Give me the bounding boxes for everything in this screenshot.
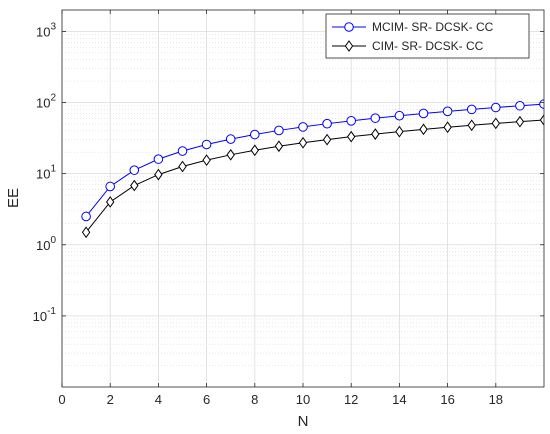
x-tick-labels: 0 2 4 6 8 10 12 14 16 18 [58,392,503,407]
data-point [250,129,260,140]
data-point [491,102,501,113]
data-point [105,181,115,192]
legend-label: MCIM- SR- DCSK- CC [372,20,494,34]
data-point [322,133,332,146]
axes [61,9,545,388]
x-tick-label: 8 [251,392,258,407]
data-point [370,113,381,123]
x-tick-label: 6 [203,392,210,407]
data-point [371,128,380,140]
y-tick-labels: 10-1 100 101 102 103 [33,21,57,323]
data-point [274,125,284,136]
data-point [443,121,452,134]
data-point [442,106,453,117]
data-point [394,110,405,121]
series-line-2 [85,119,544,233]
data-point [419,123,428,136]
data-point [105,196,115,208]
x-tick-label: 0 [58,392,65,407]
data-point [177,146,188,156]
y-tick-label: 100 [36,235,56,253]
data-point [226,148,235,161]
data-point [153,154,164,164]
series-layer [81,99,544,239]
data-point [346,116,357,126]
legend: MCIM- SR- DCSK- CC CIM- SR- DCSK- CC [325,13,530,59]
y-tick-label: 10-1 [33,306,57,324]
data-point [298,122,308,132]
legend-box [325,13,530,59]
y-tick-label: 102 [36,93,56,111]
data-point [201,139,212,150]
x-tick-label: 10 [296,392,310,407]
data-point [322,118,332,129]
data-point [129,165,140,175]
x-tick-label: 12 [344,392,358,407]
data-point [515,100,525,111]
data-point [418,108,429,119]
y-tick-label: 103 [36,21,56,39]
x-tick-label: 4 [155,392,162,407]
y-axis-title: EE [5,188,22,208]
data-point [202,154,211,166]
x-tick-label: 16 [440,392,454,407]
data-point [539,99,544,109]
data-point [395,125,404,138]
y-tick-label: 101 [36,164,56,182]
data-point [467,119,476,132]
data-point [81,211,91,222]
data-point [225,134,236,144]
x-tick-label: 18 [489,392,503,407]
x-axis-title: N [298,413,309,430]
data-point [346,130,356,143]
data-point [130,179,139,192]
legend-label: CIM- SR- DCSK- CC [372,39,484,53]
data-point [466,104,477,115]
data-point [81,226,91,239]
x-tick-label: 14 [392,392,406,407]
data-point [250,144,260,157]
legend-marker [344,22,354,32]
data-point [274,140,284,153]
data-point [539,114,544,126]
data-point [491,117,501,130]
x-tick-label: 2 [107,392,114,407]
legend-marker [344,40,354,52]
data-point [298,136,308,149]
data-point [178,160,187,173]
data-point [515,115,525,128]
data-point [154,168,163,181]
